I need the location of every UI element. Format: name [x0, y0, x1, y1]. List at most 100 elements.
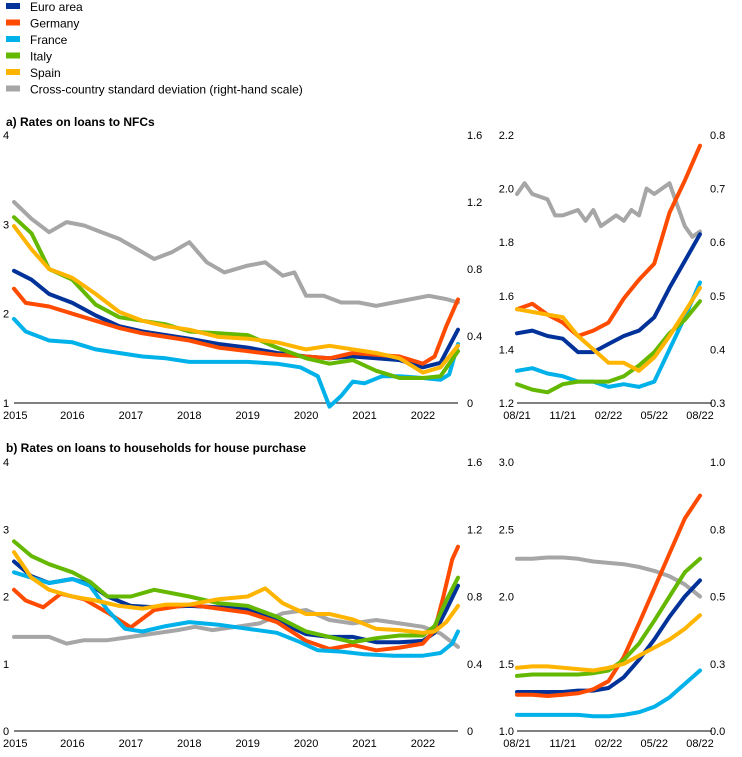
- y-right-tick-label: 1.6: [467, 130, 482, 142]
- y-right-tick-label: 0.0: [710, 726, 725, 738]
- x-tick-label: 2019: [235, 738, 259, 750]
- y-right-tick-label: 1.2: [467, 197, 482, 209]
- x-tick-label: 2019: [235, 410, 259, 422]
- chart-panel: 1 2 3 4 0 0.4 0.8 1.2 1.6 2015 2016 2017 2018 2019 202…: [3, 130, 482, 422]
- legend-item: Euro area: [6, 0, 83, 14]
- y-right-tick-label: 0.4: [710, 344, 725, 356]
- legend-item: Spain: [6, 66, 61, 80]
- x-tick-label: 02/22: [595, 738, 623, 750]
- chart-panel: 1.2 1.4 1.6 1.8 2.0 2.2 0.3 0.4 0.5 0.6 0.7 0.8 08/2…: [499, 130, 726, 422]
- y-left-tick-label: 2: [3, 592, 9, 604]
- y-left-tick-label: 0: [3, 726, 9, 738]
- x-tick-label: 2022: [411, 410, 435, 422]
- series-line: [12, 224, 460, 375]
- legend-label: France: [30, 33, 68, 47]
- y-left-tick-label: 1: [3, 398, 9, 410]
- y-left-tick-label: 1.6: [499, 291, 514, 303]
- chart-panel: 0 1 2 3 4 0 0.4 0.8 1.2 1.6 2015 2016 2017 2018 2019 20…: [3, 457, 482, 750]
- legend-swatch: [6, 52, 20, 59]
- series-line: [12, 570, 460, 658]
- y-right-tick-label: 1.2: [467, 524, 482, 536]
- legend-label: Germany: [30, 17, 79, 31]
- series-line: [515, 613, 702, 673]
- x-tick-label: 2017: [119, 738, 143, 750]
- legend-label: Cross-country standard deviation (right-…: [30, 83, 303, 97]
- x-tick-label: 05/22: [640, 738, 668, 750]
- legend-item: Cross-country standard deviation (right-…: [6, 83, 303, 97]
- x-tick-label: 08/22: [686, 410, 714, 422]
- y-right-tick-label: 0.7: [710, 184, 725, 196]
- series-line: [515, 280, 702, 389]
- series-line: [515, 578, 702, 694]
- x-tick-label: 2016: [60, 410, 84, 422]
- x-tick-label: 2021: [352, 410, 376, 422]
- x-tick-label: 2016: [60, 738, 84, 750]
- legend-swatch: [6, 19, 20, 26]
- legend-item: Germany: [6, 17, 79, 31]
- x-tick-label: 2021: [352, 738, 376, 750]
- plot-area: 1 2 3 4 0 0.4 0.8 1.2 1.6 2015 2016 2017 2018 2019 202…: [3, 130, 725, 750]
- y-right-tick-label: 0.3: [710, 659, 725, 671]
- x-tick-label: 2020: [294, 410, 318, 422]
- x-tick-label: 2018: [177, 738, 201, 750]
- series-line: [515, 285, 702, 373]
- series-line: [515, 232, 702, 355]
- y-left-tick-label: 4: [3, 130, 9, 142]
- y-right-tick-label: 0.8: [467, 592, 482, 604]
- x-tick-label: 08/21: [503, 410, 531, 422]
- y-left-tick-label: 1.5: [499, 659, 514, 671]
- y-right-tick-label: 0.8: [467, 264, 482, 276]
- series-line: [12, 286, 460, 366]
- legend-swatch: [6, 85, 20, 92]
- y-left-tick-label: 1.0: [499, 726, 514, 738]
- series-line: [515, 493, 702, 698]
- x-tick-label: 08/22: [686, 738, 714, 750]
- y-left-tick-label: 1.8: [499, 237, 514, 249]
- series-line: [12, 200, 460, 308]
- y-right-tick-label: 0.8: [710, 130, 725, 142]
- x-tick-label: 2022: [411, 738, 435, 750]
- y-left-tick-label: 2.2: [499, 130, 514, 142]
- legend-swatch: [6, 69, 20, 75]
- legend-label: Italy: [30, 50, 52, 64]
- y-right-tick-label: 1.6: [467, 457, 482, 469]
- legend-swatch: [6, 3, 20, 9]
- panel-b-title: b) Rates on loans to households for hous…: [6, 441, 306, 455]
- x-tick-label: 2015: [3, 738, 27, 750]
- y-left-tick-label: 2.5: [499, 524, 514, 536]
- y-left-tick-label: 3.0: [499, 457, 514, 469]
- series-line: [515, 556, 702, 678]
- y-right-tick-label: 0: [467, 726, 473, 738]
- y-right-tick-label: 0.4: [467, 331, 482, 343]
- y-left-tick-label: 1: [3, 659, 9, 671]
- series-line: [12, 608, 460, 649]
- x-tick-label: 2017: [119, 410, 143, 422]
- legend-item: France: [6, 33, 68, 47]
- y-left-tick-label: 1.4: [499, 344, 514, 356]
- y-left-tick-label: 4: [3, 457, 9, 469]
- series-line: [12, 539, 460, 645]
- legend-label: Euro area: [30, 0, 83, 14]
- y-left-tick-label: 3: [3, 219, 9, 231]
- x-tick-label: 05/22: [640, 410, 668, 422]
- x-tick-label: 2020: [294, 738, 318, 750]
- series-line: [515, 181, 702, 239]
- x-tick-label: 02/22: [595, 410, 623, 422]
- y-right-tick-label: 0: [467, 398, 473, 410]
- legend-swatch: [6, 36, 20, 42]
- y-right-tick-label: 0.8: [710, 524, 725, 536]
- legend-label: Spain: [30, 66, 61, 80]
- y-left-tick-label: 2.0: [499, 592, 514, 604]
- x-tick-label: 11/21: [549, 410, 576, 422]
- y-right-tick-label: 0.5: [710, 291, 725, 303]
- legend-item: Italy: [6, 50, 52, 64]
- y-right-tick-label: 0.3: [710, 398, 725, 410]
- y-right-tick-label: 0.6: [710, 237, 725, 249]
- series-line: [515, 555, 702, 599]
- series-line: [12, 550, 460, 635]
- chart-panel: 1.01.52.02.53.00.00.30.50.81.008/21 11/21…: [499, 457, 726, 750]
- series-line: [12, 215, 460, 380]
- x-tick-label: 2015: [3, 410, 27, 422]
- series-line: [515, 668, 702, 719]
